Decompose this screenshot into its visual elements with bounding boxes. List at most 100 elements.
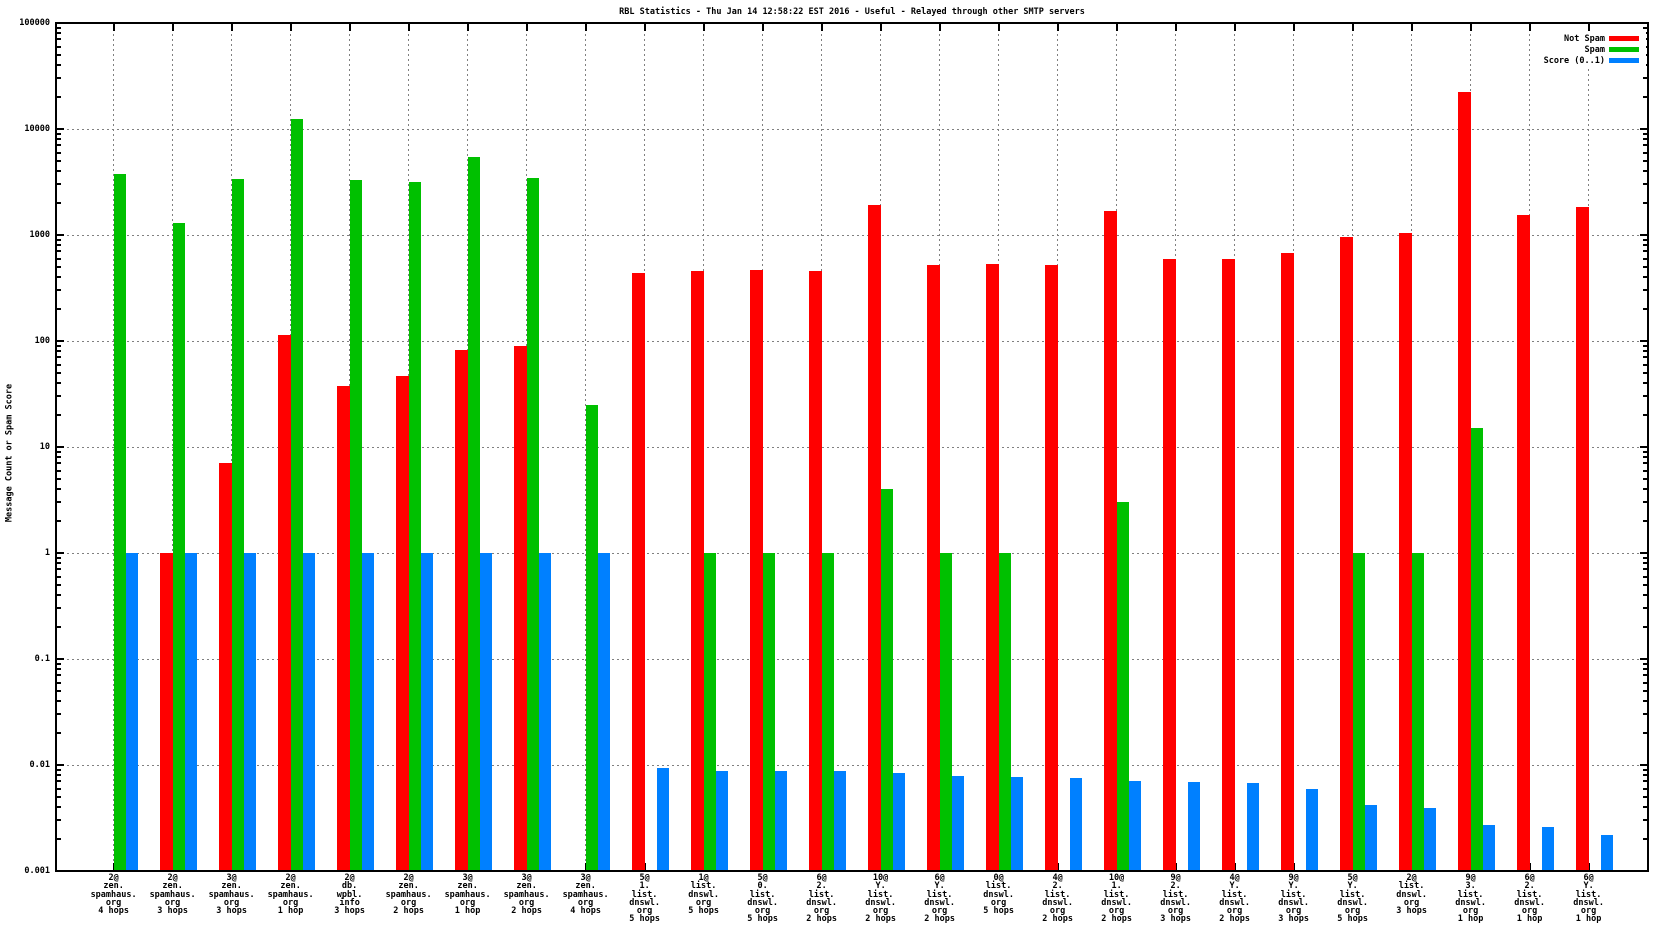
h-gridline	[57, 658, 1647, 660]
x-tick-label-line: list.	[926, 889, 953, 900]
x-tick-label-line: zen.	[280, 881, 301, 892]
x-tick-top	[938, 24, 941, 31]
x-tick-label-line: 6@	[934, 873, 945, 883]
y-minor-tick	[1643, 183, 1647, 186]
y-minor-tick	[57, 787, 61, 790]
bar-spam	[408, 182, 421, 871]
y-minor-tick	[1643, 344, 1647, 347]
y-minor-tick	[1643, 700, 1647, 703]
v-gridline	[644, 24, 646, 870]
bar-spam	[349, 180, 362, 871]
y-minor-tick	[57, 170, 61, 173]
y-minor-tick	[57, 819, 61, 822]
bar-score-0-1	[893, 773, 906, 871]
x-tick-label-line: 4@	[1052, 873, 1063, 883]
x-tick-label-line: info	[339, 897, 360, 908]
x-tick-label-line: 9@	[1465, 873, 1476, 883]
x-tick-label-line: org	[459, 897, 476, 908]
x-tick-label-line: 5 hops	[629, 914, 660, 925]
x-tick-label-line: spamhaus.	[444, 889, 491, 900]
x-tick-label-line: 3.	[1465, 881, 1476, 892]
x-tick-label-line: 3 hops	[216, 906, 247, 917]
x-tick-top	[171, 24, 174, 31]
x-tick-label-line: zen.	[575, 881, 596, 892]
v-gridline	[762, 24, 764, 870]
x-tick-top	[643, 24, 646, 31]
bar-not-spam	[1104, 210, 1117, 871]
y-minor-tick	[57, 674, 61, 677]
x-tick-label: 2@ zen. spamhaus. org 3 hops	[143, 874, 202, 916]
bar-spam	[467, 157, 480, 871]
y-minor-tick	[1643, 202, 1647, 205]
bar-not-spam	[1576, 206, 1589, 871]
x-tick-label-line: spamhaus.	[149, 889, 196, 900]
x-tick-label-line: list.	[1339, 889, 1366, 900]
y-minor-tick	[1643, 308, 1647, 311]
x-tick-top	[1292, 24, 1295, 31]
y-tick-label: 0.01	[29, 760, 50, 770]
x-tick-label-line: 2.	[1170, 881, 1181, 892]
y-minor-tick	[1643, 501, 1647, 504]
legend-swatch-spam	[1609, 47, 1639, 52]
x-tick-label-line: 10@	[872, 873, 889, 883]
bar-score-0-1	[952, 775, 965, 871]
x-tick-label-line: org	[813, 906, 830, 917]
legend-swatch-not-spam	[1609, 36, 1639, 41]
x-tick-label-line: org	[931, 906, 948, 917]
bar-spam	[939, 553, 952, 871]
x-tick-label-line: 1.	[639, 881, 650, 892]
x-tick-top	[525, 24, 528, 31]
y-major-tick	[57, 446, 64, 448]
x-tick-label-line: 5@	[757, 873, 768, 883]
y-minor-tick	[57, 138, 61, 141]
x-tick-bottom	[1292, 863, 1295, 870]
v-gridline	[703, 24, 705, 870]
x-tick-label-line: Y.	[1288, 881, 1299, 892]
v-gridline	[1057, 24, 1059, 870]
bar-not-spam	[219, 463, 232, 871]
y-minor-tick	[1643, 568, 1647, 571]
x-tick-label-line: list.	[1280, 889, 1307, 900]
x-tick-label-line: dnswl.	[688, 889, 719, 900]
x-tick-top	[820, 24, 823, 31]
x-tick-bottom	[643, 863, 646, 870]
y-minor-tick	[1643, 668, 1647, 671]
x-tick-label-line: Y.	[1347, 881, 1358, 892]
x-tick-label-line: dnswl.	[1337, 897, 1368, 908]
y-minor-tick	[57, 371, 61, 374]
x-tick-top	[466, 24, 469, 31]
y-minor-tick	[57, 774, 61, 777]
x-tick-label-line: org	[400, 897, 417, 908]
x-tick-label-line: 6@	[1583, 873, 1594, 883]
bar-spam	[762, 553, 775, 871]
x-tick-label: 5@ Y. list. dnswl. org 5 hops	[1323, 874, 1382, 924]
x-tick-label-line: 1 hop	[1516, 914, 1543, 925]
y-minor-tick	[1643, 356, 1647, 359]
bar-spam	[526, 177, 539, 871]
bar-spam	[1411, 553, 1424, 871]
x-tick-label-line: 5 hops	[747, 914, 778, 925]
x-tick-bottom	[1233, 863, 1236, 870]
x-tick-label-line: dnswl.	[1278, 897, 1309, 908]
bar-score-0-1	[775, 771, 788, 871]
y-minor-tick	[1643, 382, 1647, 385]
x-tick-label-line: zen.	[457, 881, 478, 892]
y-minor-tick	[1643, 662, 1647, 665]
bar-score-0-1	[303, 553, 316, 871]
x-tick-top	[584, 24, 587, 31]
x-tick-label-line: list.	[631, 889, 658, 900]
x-tick-label-line: 0.	[757, 881, 768, 892]
x-tick-label-line: zen.	[103, 881, 124, 892]
bar-score-0-1	[598, 553, 611, 871]
x-tick-label-line: zen.	[398, 881, 419, 892]
x-tick-top	[761, 24, 764, 31]
x-tick-label-line: 9@	[1288, 873, 1299, 883]
y-minor-tick	[1643, 96, 1647, 99]
x-tick-bottom	[1056, 863, 1059, 870]
y-major-tick	[57, 552, 64, 554]
x-tick-label-line: list.	[1575, 889, 1602, 900]
y-tick-label: 0.001	[24, 866, 50, 876]
x-tick-label-line: dnswl.	[1514, 897, 1545, 908]
bar-spam	[703, 553, 716, 871]
y-tick-label: 100	[34, 336, 50, 346]
